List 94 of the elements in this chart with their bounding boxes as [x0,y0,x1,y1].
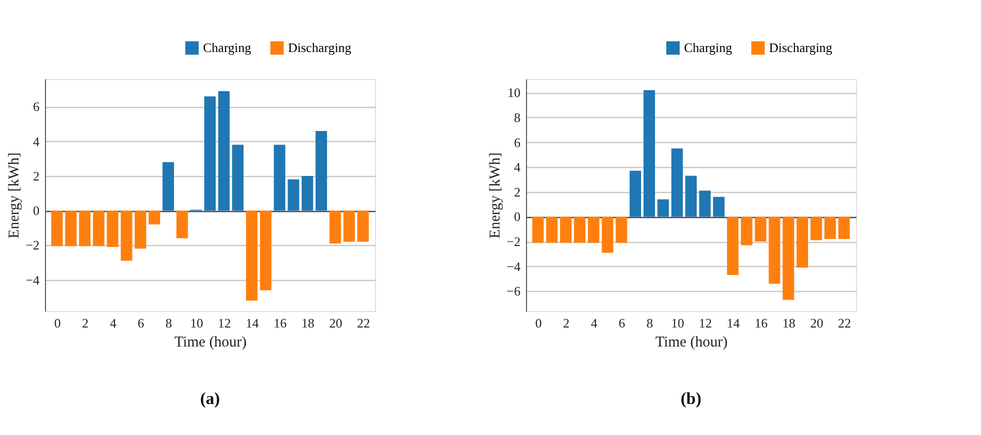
x-tick-label: 2 [563,316,570,330]
bar [616,216,628,243]
legend-label: Charging [684,40,733,55]
bar [204,96,216,211]
x-tick-label: 16 [274,316,288,330]
bar [357,210,369,242]
x-tick-label: 12 [698,316,712,330]
bar [79,210,91,246]
bar [546,216,558,243]
bar [92,210,104,246]
bar [302,176,314,211]
bar [329,210,341,244]
y-tick-label: 6 [514,134,521,150]
bar [740,216,752,246]
bar [838,216,850,240]
bar [260,210,272,290]
x-tick-label: 10 [190,316,204,330]
bar [671,148,683,217]
bar [274,144,286,211]
bar [602,216,614,253]
bar [796,216,808,268]
x-tick-label: 0 [535,316,542,330]
bar [727,216,738,276]
x-tick-label: 22 [838,316,852,330]
y-tick-label: −2 [506,234,520,250]
bar [343,210,355,242]
bar [782,216,794,300]
bar [685,176,697,217]
x-tick-label: 22 [357,316,370,330]
legend-label: Discharging [288,40,352,55]
bar [162,162,174,211]
bar [824,216,836,240]
x-tick-label: 8 [166,316,172,330]
x-tick-label: 14 [726,316,740,330]
bar [810,216,822,240]
bar [560,216,572,243]
x-tick-label: 12 [218,316,231,330]
x-tick-label: 14 [246,316,260,330]
y-tick-label: 8 [514,110,520,125]
x-tick-label: 20 [810,316,824,330]
bar [768,216,780,284]
y-tick-label: 4 [514,160,521,175]
bar [232,144,244,211]
bar [246,210,258,301]
x-tick-label: 4 [110,316,117,330]
bar [218,91,230,211]
bar [288,179,300,211]
y-axis-title: Energy [kWh] [6,152,23,238]
text: (b) [680,389,702,408]
legend-label: Discharging [769,40,833,55]
x-tick-label: 6 [138,316,145,330]
bar [106,210,118,247]
bar [574,216,586,243]
bar [532,216,544,243]
x-tick-label: 10 [671,316,684,330]
bar [754,216,766,242]
y-tick-label: −6 [506,284,521,299]
legend-label: Charging [203,40,252,55]
bar [644,90,655,217]
bar [699,190,711,217]
x-tick-label: 4 [590,316,598,330]
x-tick-label: 2 [82,316,89,330]
y-tick-label: −4 [26,272,40,288]
bar [176,210,188,238]
x-tick-label: 0 [54,316,61,330]
y-tick-label: 10 [508,85,520,100]
x-tick-label: 6 [618,316,626,330]
x-axis-title: Time (hour) [655,334,728,350]
bar [316,130,328,211]
y-axis-title: Energy [kWh] [488,152,504,238]
y-tick-label: −4 [506,258,521,274]
bar [657,199,669,217]
bar [148,210,160,224]
bar [630,170,642,217]
y-tick-label: 0 [33,203,40,218]
x-tick-label: 20 [329,316,342,330]
x-tick-label: 18 [301,316,314,330]
bar [713,196,725,217]
bar [120,210,132,261]
bar [134,210,146,249]
y-tick-label: 0 [514,209,520,224]
y-tick-label: 2 [514,184,520,200]
x-tick-label: 8 [646,316,654,330]
x-tick-label: 16 [754,316,768,330]
y-tick-label: −2 [26,238,40,253]
y-tick-label: 2 [33,168,40,184]
x-tick-label: 18 [782,316,796,330]
y-tick-label: 4 [33,134,40,149]
bar [65,210,77,246]
text: (a) [200,389,220,408]
bar [51,210,63,246]
x-axis-title: Time (hour) [174,334,247,350]
y-tick-label: 6 [33,99,40,114]
bar [588,216,600,243]
